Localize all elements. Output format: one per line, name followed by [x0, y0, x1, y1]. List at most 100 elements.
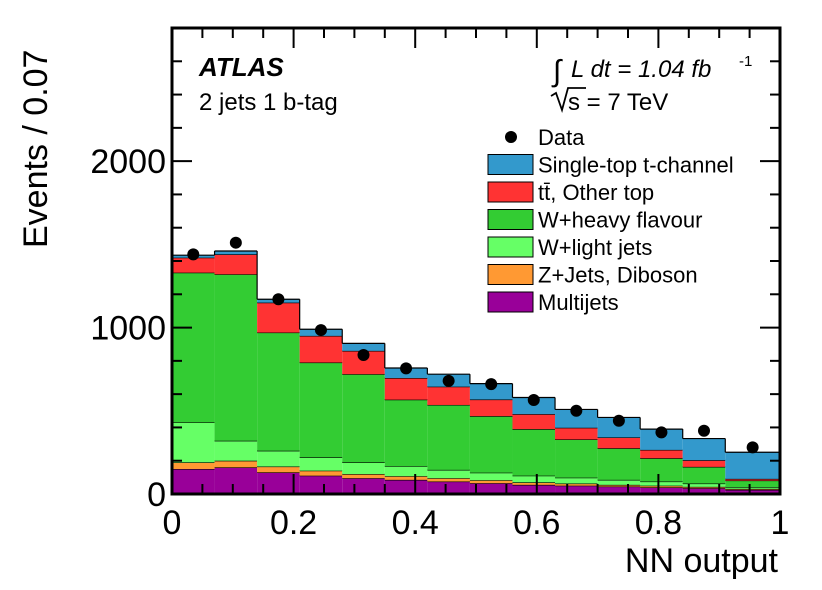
bar-w-heavy-flavour: [682, 466, 726, 484]
bar-z-jets-diboson: [299, 470, 343, 476]
bar-w-light-jets: [725, 487, 780, 489]
bar-multijets: [469, 483, 513, 494]
data-point: [746, 441, 759, 454]
bar-single-top-t-channel: [640, 429, 683, 450]
bar-w-heavy-flavour: [512, 429, 556, 476]
legend-swatch: [487, 264, 534, 285]
legend-entry: Z+Jets, Diboson: [487, 263, 698, 288]
data-point: [357, 349, 370, 362]
bar-w-light-jets: [427, 469, 470, 479]
bar-w-light-jets: [172, 422, 215, 463]
luminosity-exponent: -1: [739, 53, 752, 70]
legend-label: Z+Jets, Diboson: [538, 263, 698, 288]
legend-label: W+heavy flavour: [538, 208, 702, 233]
bar-w-light-jets: [299, 457, 343, 471]
bar-multijets: [682, 488, 726, 494]
bar-tt-other-top: [214, 254, 258, 275]
legend-swatch: [487, 154, 534, 175]
data-point: [698, 424, 710, 437]
bar-z-jets-diboson: [214, 460, 258, 468]
legend-label: tt̄, Other top: [538, 180, 654, 205]
bar-multijets: [214, 467, 258, 494]
x-tick-label: 0.6: [513, 504, 560, 542]
bar-single-top-t-channel: [555, 409, 598, 428]
bar-w-heavy-flavour: [342, 374, 385, 463]
legend-marker: [505, 131, 517, 143]
bar-tt-other-top: [555, 427, 598, 440]
data-point: [187, 248, 200, 261]
y-tick-label: 0: [147, 476, 166, 514]
bar-tt-other-top: [384, 377, 428, 400]
bar-tt-other-top: [257, 302, 300, 333]
bar-w-light-jets: [257, 450, 300, 467]
data-point: [527, 393, 540, 406]
bar-w-heavy-flavour: [172, 272, 215, 423]
bar-single-top-t-channel: [469, 383, 513, 400]
y-tick-label: 1000: [90, 310, 166, 348]
legend-swatch: [487, 209, 534, 230]
bar-w-heavy-flavour: [725, 480, 780, 488]
bar-multijets: [257, 472, 300, 494]
channel-label: 2 jets 1 b-tag: [199, 89, 338, 116]
atlas-label: ATLAS: [198, 52, 284, 82]
y-tick-label: 2000: [90, 143, 166, 181]
y-axis-label: Events / 0.07: [17, 50, 55, 248]
data-point: [655, 426, 668, 439]
data-point: [485, 378, 498, 391]
bar-tt-other-top: [427, 386, 470, 405]
bar-w-heavy-flavour: [640, 458, 683, 482]
bar-w-heavy-flavour: [299, 362, 343, 458]
bar-tt-other-top: [299, 335, 343, 363]
bar-w-light-jets: [512, 475, 556, 483]
bar-w-light-jets: [682, 483, 726, 487]
data-point: [314, 324, 327, 337]
bar-multijets: [427, 481, 470, 494]
legend-swatch: [487, 236, 534, 258]
bar-w-light-jets: [384, 466, 428, 477]
bar-z-jets-diboson: [257, 466, 300, 473]
axes: 0 0.2 0.4 0.6 0.8 1 0 1000 2000: [90, 27, 789, 542]
bar-w-heavy-flavour: [257, 332, 300, 451]
legend-entry: Single-top t-channel: [487, 153, 734, 178]
bar-w-light-jets: [469, 472, 513, 481]
data-point: [442, 374, 455, 387]
bar-z-jets-diboson: [682, 486, 726, 489]
bar-multijets: [384, 479, 428, 494]
data-point: [612, 414, 625, 427]
bar-tt-other-top: [469, 399, 513, 417]
energy-label: s = 7 TeV: [568, 89, 668, 116]
bar-tt-other-top: [597, 437, 641, 449]
legend-entry: tt̄, Other top: [487, 180, 654, 205]
bar-multijets: [597, 486, 641, 494]
legend-label: Data: [538, 125, 585, 150]
bar-w-heavy-flavour: [214, 274, 258, 441]
bar-z-jets-diboson: [555, 483, 598, 486]
bar-multijets: [512, 484, 556, 494]
legend-entry: W+heavy flavour: [487, 208, 702, 233]
bar-multijets: [299, 475, 343, 494]
data-points: [187, 236, 759, 454]
bar-tt-other-top: [342, 350, 385, 375]
x-tick-label: 0.2: [270, 504, 317, 542]
legend-swatch: [487, 181, 534, 203]
bar-w-light-jets: [555, 477, 598, 484]
bar-w-heavy-flavour: [384, 399, 428, 467]
bar-single-top-t-channel: [342, 343, 385, 351]
bar-multijets: [725, 489, 780, 494]
data-point: [272, 293, 285, 306]
bar-tt-other-top: [640, 449, 683, 459]
bar-single-top-t-channel: [682, 438, 726, 461]
bar-z-jets-diboson: [427, 478, 470, 482]
data-point: [229, 236, 242, 249]
x-tick-label: 0.8: [635, 504, 682, 542]
x-tick-label: 0: [163, 504, 182, 542]
bar-w-light-jets: [342, 462, 385, 475]
x-tick-label: 0.4: [392, 504, 439, 542]
bar-w-light-jets: [597, 479, 641, 485]
sqrt-sign-icon: [550, 87, 586, 114]
bar-multijets: [555, 485, 598, 494]
data-point: [570, 404, 583, 417]
bar-z-jets-diboson: [597, 484, 641, 487]
legend-entry: W+light jets: [487, 235, 652, 260]
